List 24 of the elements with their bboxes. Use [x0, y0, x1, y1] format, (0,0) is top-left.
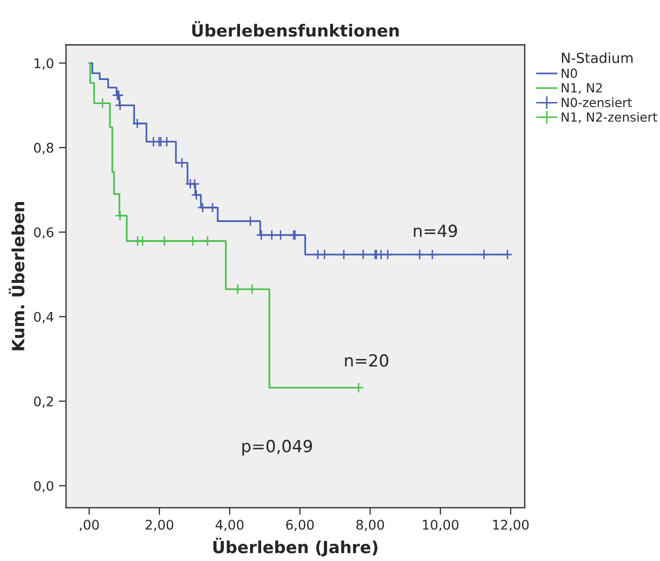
x-tick-label: 4,00	[216, 520, 244, 532]
x-tick-label: ,00	[80, 520, 99, 532]
y-tick-label: 1,0	[34, 58, 54, 70]
y-tick-label: 0,8	[34, 142, 54, 154]
legend-label: N0	[562, 68, 578, 78]
y-axis-title: Kum. Überleben	[8, 202, 24, 350]
x-tick-label: 10,00	[422, 520, 458, 532]
annotation: n=20	[345, 354, 388, 367]
legend-label: N1, N2-zensiert	[562, 112, 658, 124]
legend-label: N1, N2	[562, 83, 602, 94]
legend-title: N-Stadium	[562, 52, 633, 64]
annotation: n=49	[414, 224, 457, 238]
x-axis-title: Überleben (Jahre)	[213, 538, 378, 556]
y-tick-label: 0,4	[34, 312, 54, 324]
y-tick-label: 0,0	[34, 480, 54, 492]
x-tick-label: 8,00	[356, 520, 384, 532]
legend-label: N0-zensiert	[562, 98, 632, 108]
annotation: p=0,049	[242, 440, 312, 456]
y-tick-label: 0,2	[34, 396, 53, 408]
y-tick-label: 0,6	[34, 227, 54, 239]
x-tick-label: 6,00	[286, 520, 314, 532]
x-tick-label: 12,00	[493, 520, 529, 532]
x-tick-label: 2,00	[146, 520, 174, 532]
chart-title: Überlebensfunktionen	[192, 21, 399, 37]
